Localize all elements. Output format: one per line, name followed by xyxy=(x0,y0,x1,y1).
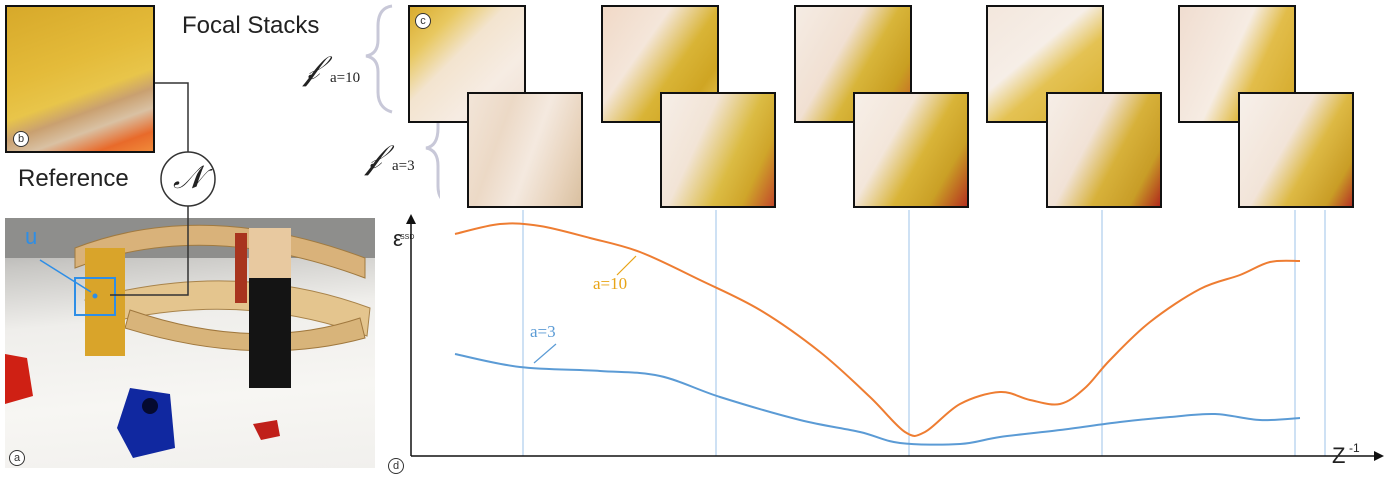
stack-a3-subscript: a=3 xyxy=(392,158,415,174)
connector-from-scene xyxy=(110,206,189,296)
panel-a-marker: a xyxy=(9,450,25,466)
panel-c-marker: c xyxy=(415,13,431,29)
connector-from-reference xyxy=(155,82,189,152)
x-axis-arrow xyxy=(1374,451,1384,461)
stack-a3-slice-4 xyxy=(1046,92,1162,208)
panel-d-marker: d xyxy=(388,458,404,474)
a10-leader-line xyxy=(616,255,637,276)
stack-a3-slice-1 xyxy=(467,92,583,208)
network-symbol: 𝒩 xyxy=(173,158,204,196)
blue-block xyxy=(117,388,175,458)
red-piece xyxy=(253,420,280,440)
black-block xyxy=(249,278,291,388)
wooden-track-top xyxy=(74,224,366,279)
stack-a3-symbol: 𝒻 xyxy=(366,137,382,177)
curve-a3-label: a=3 xyxy=(530,322,556,341)
y-axis-subscript: SSD xyxy=(400,234,415,241)
stack-a3-slice-2 xyxy=(660,92,776,208)
stack-a10-symbol: 𝒻 xyxy=(304,48,320,88)
wooden-track-lower xyxy=(124,309,366,352)
y-axis-label: ε xyxy=(393,226,403,251)
stack-a10-subscript: a=10 xyxy=(330,70,361,86)
u-label: u xyxy=(25,224,38,249)
reference-patch: b xyxy=(5,5,155,153)
red-block-back xyxy=(235,233,247,303)
red-shape-left xyxy=(5,354,33,404)
curve-series xyxy=(454,222,1301,446)
stack-a3-slice-3 xyxy=(853,92,969,208)
x-axis-label: Z xyxy=(1332,443,1346,468)
curve-a-3 xyxy=(454,353,1301,446)
wood-pillar xyxy=(249,228,291,278)
yellow-block xyxy=(85,248,125,356)
bracket-a10 xyxy=(365,4,393,114)
network-node-circle xyxy=(160,151,216,207)
network-connector xyxy=(110,82,216,296)
curve-a10-label: a=10 xyxy=(593,274,628,293)
stack-a3-slice-5 xyxy=(1238,92,1354,208)
x-axis-superscript: -1 xyxy=(1349,441,1360,455)
blue-block-hole xyxy=(142,398,158,414)
curve-a-10 xyxy=(454,222,1301,437)
focal-stacks-title: Focal Stacks xyxy=(182,12,320,39)
reference-label: Reference xyxy=(18,165,129,192)
y-axis-arrow xyxy=(406,214,416,224)
query-box xyxy=(74,277,116,316)
u-pointer-arrow xyxy=(39,259,92,293)
panel-b-marker: b xyxy=(13,131,29,147)
a3-leader-line xyxy=(533,343,557,364)
query-point xyxy=(92,293,98,299)
slice-guide-lines xyxy=(522,210,1326,456)
